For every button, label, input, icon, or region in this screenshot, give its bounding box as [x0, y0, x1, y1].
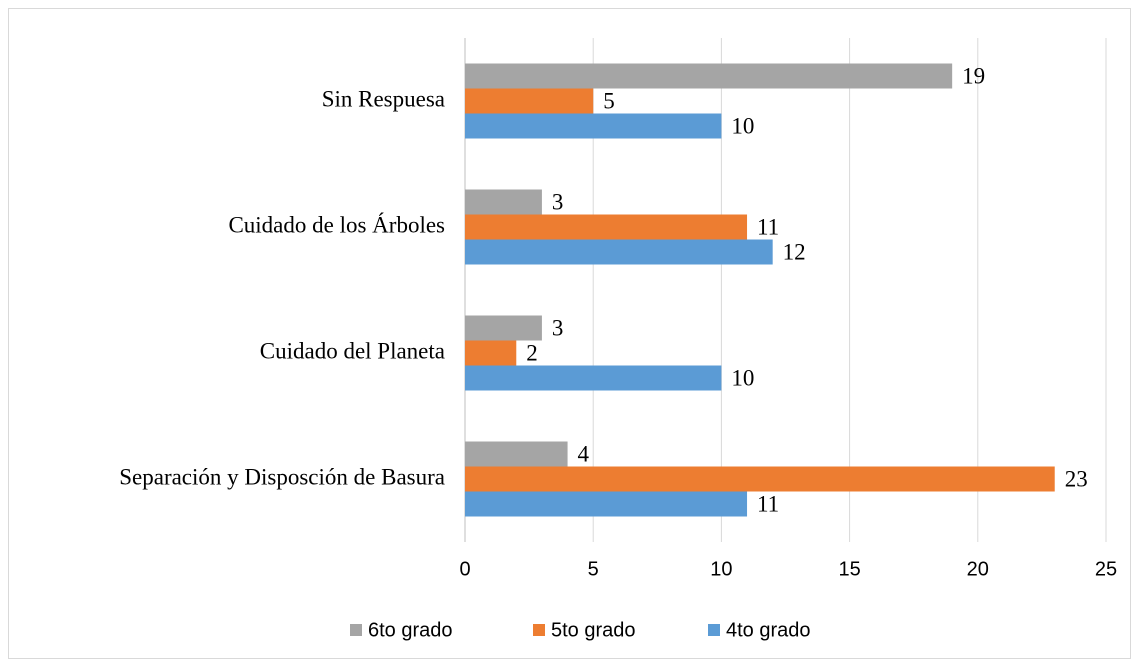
x-tick-label: 20 — [967, 558, 989, 580]
value-label: 12 — [783, 239, 806, 264]
bar — [465, 466, 1055, 492]
bar — [465, 340, 517, 366]
bar — [465, 239, 773, 265]
legend-label: 4to grado — [726, 619, 811, 641]
x-tick-label: 15 — [838, 558, 860, 580]
value-label: 2 — [526, 340, 538, 365]
value-label: 11 — [757, 491, 779, 516]
bar — [465, 315, 542, 341]
legend-swatch — [708, 624, 720, 636]
x-tick-label: 25 — [1095, 558, 1117, 580]
bar — [465, 365, 722, 391]
value-label: 4 — [578, 441, 590, 466]
x-tick-label: 10 — [710, 558, 732, 580]
bar — [465, 88, 594, 114]
value-label: 3 — [552, 315, 564, 340]
x-tick-label: 0 — [459, 558, 470, 580]
x-tick-label: 5 — [588, 558, 599, 580]
value-label: 23 — [1065, 466, 1088, 491]
bar — [465, 491, 748, 517]
value-label: 10 — [731, 365, 754, 390]
legend-label: 5to grado — [551, 619, 636, 641]
category-label: Separación y Disposción de Basura — [119, 464, 445, 489]
value-label: 19 — [962, 63, 985, 88]
value-label: 11 — [757, 214, 779, 239]
value-label: 10 — [731, 113, 754, 138]
value-label: 3 — [552, 189, 564, 214]
legend-swatch — [350, 624, 362, 636]
legend-swatch — [533, 624, 545, 636]
bar — [465, 189, 542, 215]
bar — [465, 63, 953, 89]
bar — [465, 441, 568, 467]
category-label: Cuidado de los Árboles — [228, 212, 445, 237]
value-label: 5 — [603, 88, 615, 113]
legend-label: 6to grado — [368, 619, 453, 641]
category-label: Sin Respuesa — [322, 86, 445, 111]
bar — [465, 113, 722, 139]
category-label: Cuidado del Planeta — [260, 338, 445, 363]
bar — [465, 214, 748, 240]
